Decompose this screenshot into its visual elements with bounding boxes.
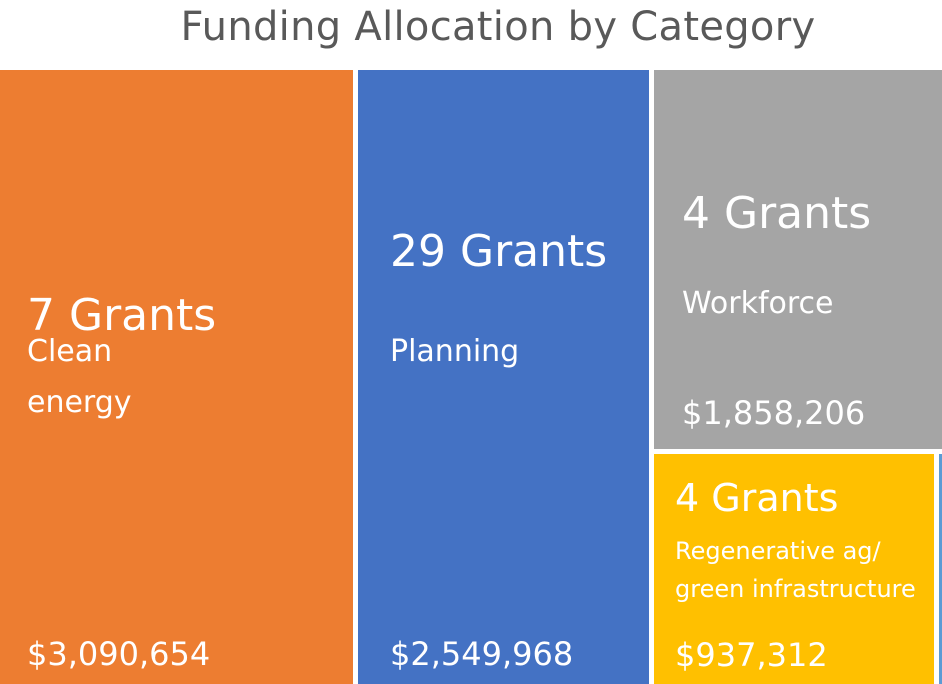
- tile-workforce: 4 Grants Workforce $1,858,206: [654, 70, 942, 449]
- chart-title: Funding Allocation by Category: [180, 4, 816, 50]
- tile-category-label: green infrastructure: [675, 575, 916, 603]
- tile-grants-count: 4 Grants: [675, 476, 839, 520]
- tile-amount: $937,312: [675, 636, 828, 674]
- tile-edge-sliver: [939, 454, 942, 684]
- tile-clean-energy: 7 Grants Clean energy $3,090,654: [0, 70, 353, 684]
- tile-category-label: Clean: [27, 334, 113, 369]
- tile-grants-count: 4 Grants: [682, 188, 872, 239]
- tile-amount: $1,858,206: [682, 394, 866, 432]
- tile-category-label: Workforce: [682, 286, 834, 321]
- tile-amount: $2,549,968: [390, 635, 574, 673]
- tile-amount: $3,090,654: [27, 635, 211, 673]
- tile-planning: 29 Grants Planning $2,549,968: [358, 70, 649, 684]
- tile-grants-count: 7 Grants: [27, 290, 217, 341]
- tile-grants-count: 29 Grants: [390, 226, 608, 277]
- tile-regenerative-ag: 4 Grants Regenerative ag/ green infrastr…: [654, 454, 934, 684]
- tile-category-label: energy: [27, 385, 132, 420]
- tile-category-label: Regenerative ag/: [675, 537, 881, 565]
- tile-category-label: Planning: [390, 334, 520, 369]
